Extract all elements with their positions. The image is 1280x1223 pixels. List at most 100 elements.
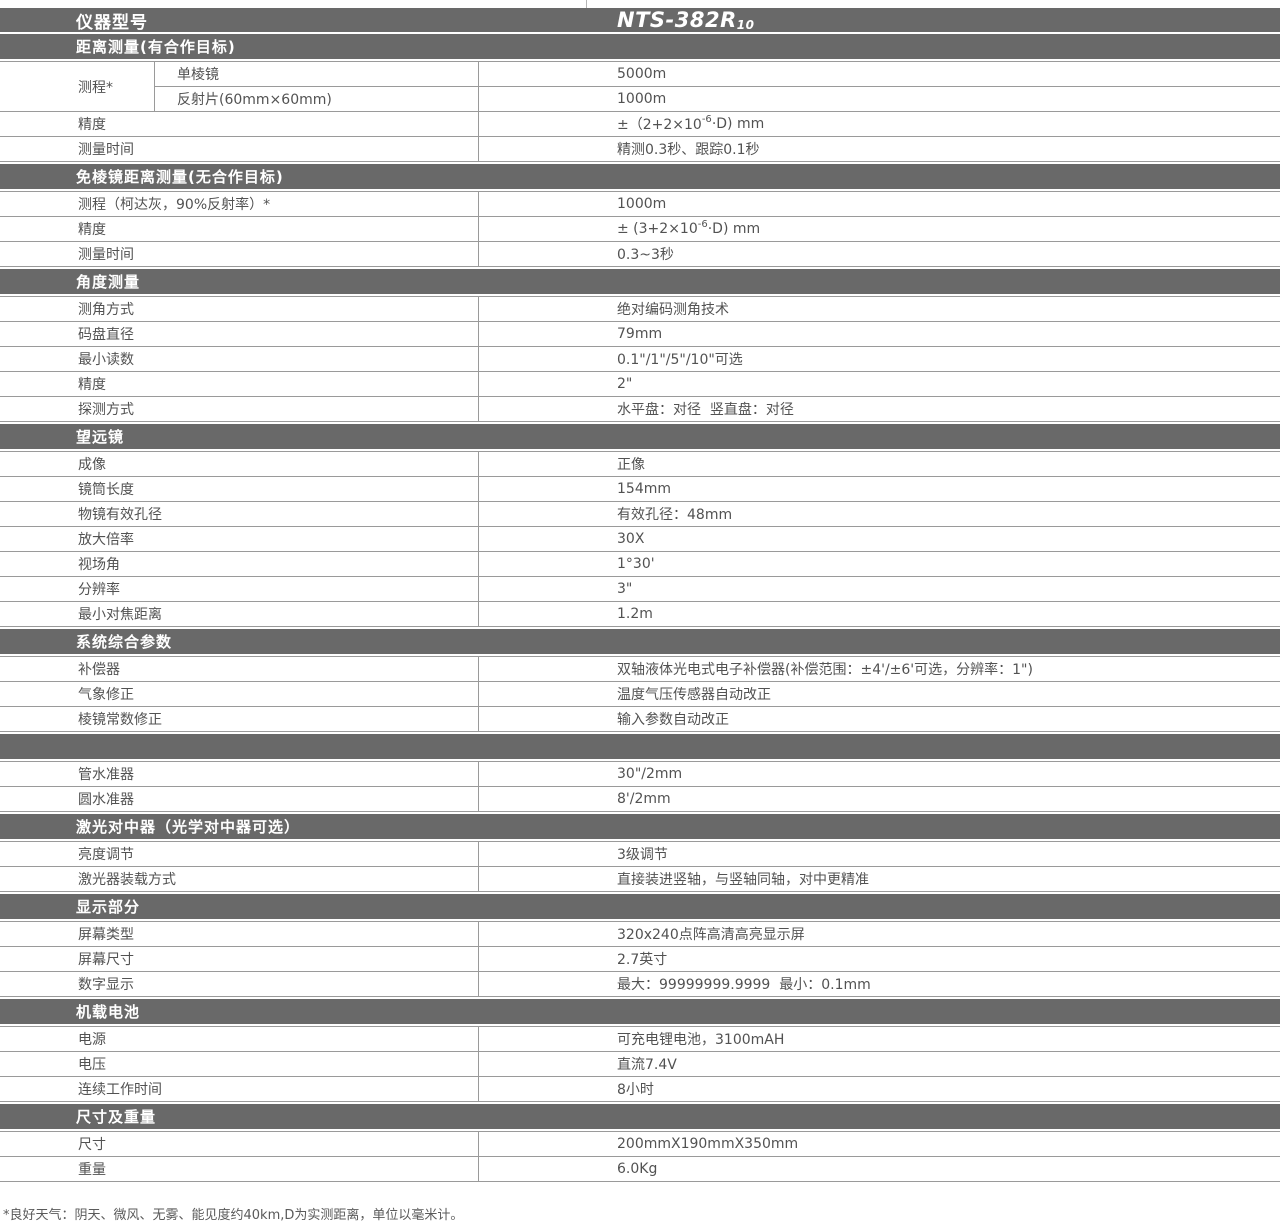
table-row: 单棱镜 5000m: [154, 62, 1280, 87]
row-label: 补偿器: [78, 662, 120, 678]
section-rows-levels: 管水准器 30"/2mm 圆水准器 8'/2mm: [0, 761, 1280, 812]
row-label: 精度: [78, 377, 106, 393]
row-label: 数字显示: [78, 977, 134, 993]
value-superscript: -6: [701, 113, 712, 125]
section-bar-dimensions: 尺寸及重量: [0, 1104, 1280, 1129]
row-label: 圆水准器: [78, 792, 134, 808]
section-title: 免棱镜距离测量(无合作目标): [76, 168, 284, 186]
section-rows-dimensions: 尺寸 200mmX190mmX350mm 重量 6.0Kg: [0, 1131, 1280, 1182]
row-value: 154mm: [478, 477, 1280, 501]
row-label: 精度: [78, 117, 106, 133]
row-label: 重量: [78, 1162, 106, 1178]
row-label: 电源: [78, 1032, 106, 1048]
table-row: 测量时间 精测0.3秒、跟踪0.1秒: [0, 137, 1280, 162]
row-label: 电压: [78, 1057, 106, 1073]
section-rows-distance-prism: 测程* 单棱镜 5000m 反射片(60mm×60mm) 1000m 精度 ±（…: [0, 61, 1280, 162]
row-value: 水平盘：对径 竖直盘：对径: [478, 397, 1280, 421]
row-label: 反射片(60mm×60mm): [154, 87, 478, 111]
row-value: 正像: [478, 452, 1280, 476]
model-name-main: NTS-382R: [617, 8, 737, 32]
table-row: 连续工作时间 8小时: [0, 1077, 1280, 1102]
row-value: 200mmX190mmX350mm: [478, 1132, 1280, 1156]
table-row: 视场角 1°30': [0, 552, 1280, 577]
row-label: 放大倍率: [78, 532, 134, 548]
table-header-bar: 仪器型号 NTS-382R10: [0, 8, 1280, 33]
row-value: 有效孔径：48mm: [478, 502, 1280, 526]
section-bar-laser-plummet: 激光对中器（光学对中器可选）: [0, 814, 1280, 839]
header-label: 仪器型号: [76, 12, 148, 33]
row-label: 最小对焦距离: [78, 607, 162, 623]
row-label: 棱镜常数修正: [78, 712, 162, 728]
row-value: 温度气压传感器自动改正: [478, 682, 1280, 706]
table-row: 亮度调节 3级调节: [0, 842, 1280, 867]
row-value: 3": [478, 577, 1280, 601]
row-value: ±（2+2×10 -6 ·D) mm: [478, 112, 1280, 136]
table-row: 精度 ± (3+2×10 -6 ·D) mm: [0, 217, 1280, 242]
row-label: 测程（柯达灰，90%反射率）*: [78, 197, 271, 213]
row-value: 320x240点阵高清高亮显示屏: [478, 922, 1280, 946]
table-row: 放大倍率 30X: [0, 527, 1280, 552]
row-label: 测量时间: [78, 247, 134, 263]
range-group-rows: 单棱镜 5000m 反射片(60mm×60mm) 1000m: [154, 62, 1280, 111]
section-title: 望远镜: [76, 428, 125, 446]
row-value: 3级调节: [478, 842, 1280, 866]
value-post: ·D) mm: [707, 221, 761, 237]
row-value: 1°30': [478, 552, 1280, 576]
row-value: 0.3~3秒: [478, 242, 1280, 266]
row-value: ± (3+2×10 -6 ·D) mm: [478, 217, 1280, 241]
table-row: 重量 6.0Kg: [0, 1157, 1280, 1182]
section-bar-system: 系统综合参数: [0, 629, 1280, 654]
range-group-label: 测程*: [78, 79, 113, 96]
row-value: 1000m: [478, 192, 1280, 216]
row-value: 2.7英寸: [478, 947, 1280, 971]
section-rows-system: 补偿器 双轴液体光电式电子补偿器(补偿范围：±4'/±6'可选，分辨率：1") …: [0, 656, 1280, 732]
table-row: 最小对焦距离 1.2m: [0, 602, 1280, 627]
table-row: 屏幕尺寸 2.7英寸: [0, 947, 1280, 972]
model-name-subscript: 10: [736, 18, 755, 32]
row-label: 连续工作时间: [78, 1082, 162, 1098]
row-label: 测角方式: [78, 302, 134, 318]
section-bar-untitled: [0, 734, 1280, 759]
section-bar-telescope: 望远镜: [0, 424, 1280, 449]
row-value: 79mm: [478, 322, 1280, 346]
row-label: 分辨率: [78, 582, 120, 598]
table-row: 物镜有效孔径 有效孔径：48mm: [0, 502, 1280, 527]
table-row: 屏幕类型 320x240点阵高清高亮显示屏: [0, 922, 1280, 947]
row-value: 8小时: [478, 1077, 1280, 1101]
table-row: 分辨率 3": [0, 577, 1280, 602]
table-row: 管水准器 30"/2mm: [0, 762, 1280, 787]
table-row: 反射片(60mm×60mm) 1000m: [154, 87, 1280, 111]
section-rows-battery: 电源 可充电锂电池，3100mAH 电压 直流7.4V 连续工作时间 8小时: [0, 1026, 1280, 1102]
table-row: 棱镜常数修正 输入参数自动改正: [0, 707, 1280, 732]
table-row: 码盘直径 79mm: [0, 322, 1280, 347]
table-row: 激光器装载方式 直接装进竖轴，与竖轴同轴，对中更精准: [0, 867, 1280, 892]
top-divider-stub: [586, 0, 587, 8]
row-value: 直流7.4V: [478, 1052, 1280, 1076]
table-row: 测量时间 0.3~3秒: [0, 242, 1280, 267]
table-row: 探测方式 水平盘：对径 竖直盘：对径: [0, 397, 1280, 422]
model-name: NTS-382R10: [617, 8, 754, 32]
row-label: 管水准器: [78, 767, 134, 783]
section-title: 尺寸及重量: [76, 1108, 157, 1126]
row-label: 单棱镜: [154, 62, 478, 86]
row-label: 视场角: [78, 557, 120, 573]
section-title: 显示部分: [76, 898, 141, 916]
table-row: 尺寸 200mmX190mmX350mm: [0, 1132, 1280, 1157]
table-row: 精度 2": [0, 372, 1280, 397]
row-label: 测量时间: [78, 142, 134, 158]
row-label: 精度: [78, 222, 106, 238]
value-superscript: -6: [697, 218, 708, 230]
row-label: 成像: [78, 457, 106, 473]
value-post: ·D) mm: [711, 116, 765, 132]
section-rows-reflectorless: 测程（柯达灰，90%反射率）* 1000m 精度 ± (3+2×10 -6 ·D) …: [0, 191, 1280, 267]
value-pre: ±（2+2×10: [617, 117, 702, 133]
section-bar-reflectorless: 免棱镜距离测量(无合作目标): [0, 164, 1280, 189]
section-rows-telescope: 成像 正像 镜筒长度 154mm 物镜有效孔径 有效孔径：48mm 放大倍率 3…: [0, 451, 1280, 627]
section-rows-laser-plummet: 亮度调节 3级调节 激光器装载方式 直接装进竖轴，与竖轴同轴，对中更精准: [0, 841, 1280, 892]
section-bar-display: 显示部分: [0, 894, 1280, 919]
row-value: 1000m: [478, 87, 1280, 111]
row-value: 5000m: [478, 62, 1280, 86]
table-row: 成像 正像: [0, 452, 1280, 477]
section-rows-angle: 测角方式 绝对编码测角技术 码盘直径 79mm 最小读数 0.1"/1"/5"/…: [0, 296, 1280, 422]
